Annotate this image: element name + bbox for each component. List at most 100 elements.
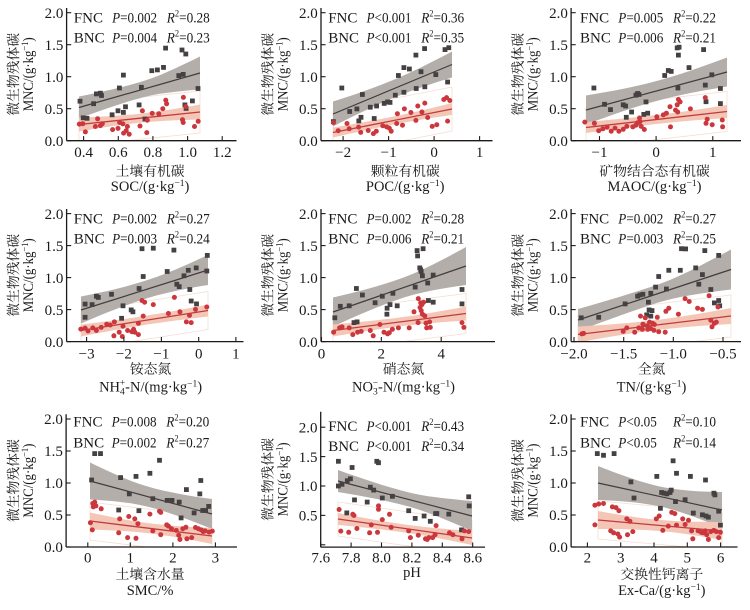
svg-text:P<0.05: P<0.05 <box>617 414 656 430</box>
svg-text:1.5: 1.5 <box>45 38 64 54</box>
svg-text:4: 4 <box>437 346 445 362</box>
svg-text:FNC: FNC <box>73 414 102 430</box>
svg-text:BNC: BNC <box>74 232 105 248</box>
svg-text:1: 1 <box>709 145 717 161</box>
svg-text:1.0: 1.0 <box>299 271 318 287</box>
svg-text:1.0: 1.0 <box>45 70 64 86</box>
svg-text:P=0.003: P=0.003 <box>617 232 663 248</box>
svg-text:−2: −2 <box>116 346 132 362</box>
svg-text:3: 3 <box>212 551 220 567</box>
svg-text:1.5: 1.5 <box>549 239 568 255</box>
svg-text:−2.0: −2.0 <box>560 346 587 362</box>
svg-text:R2=0.21: R2=0.21 <box>420 231 464 248</box>
svg-text:−1: −1 <box>381 145 397 161</box>
svg-text:2.0: 2.0 <box>549 6 568 22</box>
svg-text:1.0: 1.0 <box>44 476 63 492</box>
svg-text:2.0: 2.0 <box>45 6 64 22</box>
svg-text:3: 3 <box>617 551 625 567</box>
svg-text:R2=0.35: R2=0.35 <box>420 30 464 47</box>
svg-text:0.0: 0.0 <box>549 335 568 351</box>
svg-text:BNC: BNC <box>580 232 611 248</box>
svg-text:1: 1 <box>476 145 484 161</box>
svg-text:P<0.001: P<0.001 <box>366 439 412 455</box>
svg-text:−2: −2 <box>335 145 351 161</box>
svg-text:1.5: 1.5 <box>299 450 318 466</box>
svg-text:4: 4 <box>650 551 658 567</box>
svg-text:R2=0.14: R2=0.14 <box>672 434 716 451</box>
svg-text:FNC: FNC <box>328 11 357 27</box>
svg-text:1.5: 1.5 <box>299 38 318 54</box>
svg-text:−3: −3 <box>79 346 95 362</box>
svg-text:MNC/(g·kg−1): MNC/(g·kg−1) <box>275 442 291 516</box>
svg-text:P<0.05: P<0.05 <box>617 435 656 451</box>
svg-text:8.4: 8.4 <box>433 551 452 567</box>
svg-text:P=0.003: P=0.003 <box>111 232 157 248</box>
svg-text:1.0: 1.0 <box>299 70 318 86</box>
svg-text:2.0: 2.0 <box>299 6 318 22</box>
svg-text:2.0: 2.0 <box>299 207 318 223</box>
svg-text:0.5: 0.5 <box>549 303 568 319</box>
svg-text:8.6: 8.6 <box>463 551 482 567</box>
svg-text:P=0.002: P=0.002 <box>366 211 412 227</box>
svg-text:0.8: 0.8 <box>144 145 163 161</box>
svg-text:0.5: 0.5 <box>549 508 568 524</box>
svg-text:1: 1 <box>232 346 240 362</box>
svg-text:BNC: BNC <box>580 31 611 47</box>
svg-text:6: 6 <box>717 551 725 567</box>
svg-text:R2=0.27: R2=0.27 <box>672 210 716 227</box>
svg-text:2: 2 <box>378 346 386 362</box>
svg-text:BNC: BNC <box>328 439 359 455</box>
svg-text:P=0.002: P=0.002 <box>111 211 157 227</box>
svg-text:7.8: 7.8 <box>342 551 361 567</box>
svg-text:R2=0.34: R2=0.34 <box>420 438 464 455</box>
svg-text:MNC/(g·kg−1): MNC/(g·kg−1) <box>526 238 542 312</box>
svg-text:1.5: 1.5 <box>45 239 64 255</box>
svg-text:FNC: FNC <box>328 211 357 227</box>
svg-text:1.0: 1.0 <box>549 271 568 287</box>
svg-text:NH4+-N/(mg·kg−1): NH4+-N/(mg·kg−1) <box>99 378 202 397</box>
svg-text:P=0.002: P=0.002 <box>617 211 663 227</box>
svg-text:0.0: 0.0 <box>549 134 568 150</box>
svg-text:MNC/(g·kg−1): MNC/(g·kg−1) <box>526 37 542 111</box>
svg-text:BNC: BNC <box>580 435 611 451</box>
svg-text:P=0.002: P=0.002 <box>111 435 157 451</box>
svg-text:2: 2 <box>169 551 177 567</box>
svg-text:P<0.001: P<0.001 <box>366 11 412 27</box>
svg-text:R2=0.36: R2=0.36 <box>420 10 464 27</box>
svg-text:R2=0.21: R2=0.21 <box>672 30 716 47</box>
svg-text:P<0.001: P<0.001 <box>366 31 412 47</box>
svg-text:FNC: FNC <box>580 11 609 27</box>
svg-text:P=0.006: P=0.006 <box>366 232 412 248</box>
svg-text:MNC/(g·kg−1): MNC/(g·kg−1) <box>275 37 291 111</box>
svg-text:1.2: 1.2 <box>213 145 232 161</box>
svg-text:FNC: FNC <box>74 211 103 227</box>
svg-text:−1: −1 <box>153 346 169 362</box>
svg-text:FNC: FNC <box>74 11 103 27</box>
svg-text:2.0: 2.0 <box>299 420 318 436</box>
svg-text:0: 0 <box>195 346 203 362</box>
svg-text:0.5: 0.5 <box>549 102 568 118</box>
svg-text:0: 0 <box>652 145 660 161</box>
svg-text:0.5: 0.5 <box>45 303 64 319</box>
svg-text:1.0: 1.0 <box>549 70 568 86</box>
svg-text:BNC: BNC <box>73 435 104 451</box>
svg-text:NO3−-N/(mg·kg−1): NO3−-N/(mg·kg−1) <box>352 378 455 397</box>
svg-text:−0.5: −0.5 <box>709 346 736 362</box>
svg-text:−1.0: −1.0 <box>660 346 687 362</box>
svg-text:R2=0.22: R2=0.22 <box>672 10 716 27</box>
svg-text:MNC/(g·kg−1): MNC/(g·kg−1) <box>21 238 37 312</box>
svg-text:0.0: 0.0 <box>299 134 318 150</box>
svg-text:1: 1 <box>127 551 135 567</box>
svg-text:R2=0.28: R2=0.28 <box>166 10 210 27</box>
svg-text:1.0: 1.0 <box>299 479 318 495</box>
svg-text:0.6: 0.6 <box>109 145 128 161</box>
svg-text:SMC/%: SMC/% <box>127 583 174 599</box>
svg-text:R2=0.25: R2=0.25 <box>672 231 716 248</box>
svg-text:BNC: BNC <box>74 31 105 47</box>
svg-text:BNC: BNC <box>328 232 359 248</box>
svg-text:2.0: 2.0 <box>45 207 64 223</box>
svg-text:1.5: 1.5 <box>549 444 568 460</box>
svg-text:0.0: 0.0 <box>44 540 63 556</box>
svg-text:R2=0.43: R2=0.43 <box>420 418 464 435</box>
svg-text:1.0: 1.0 <box>549 476 568 492</box>
